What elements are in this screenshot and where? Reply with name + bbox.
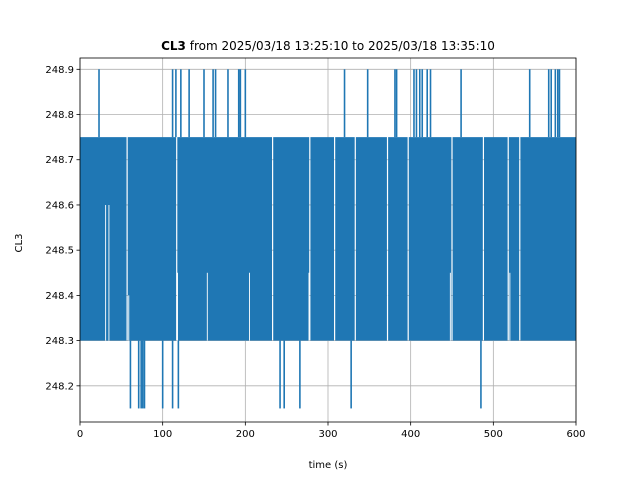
- series-band-segment: [310, 137, 335, 341]
- x-tick-label: 0: [77, 429, 83, 440]
- x-axis-ticks: 0 100 200 300 400 500 600: [77, 422, 586, 440]
- series-band-segment: [335, 137, 355, 341]
- x-tick-label: 100: [153, 429, 172, 440]
- series-band-segment: [452, 137, 483, 341]
- series-band-segment: [388, 137, 408, 341]
- series-band-segment: [273, 137, 310, 341]
- series-band-segment: [177, 137, 273, 341]
- y-tick-label: 248.4: [45, 291, 74, 302]
- y-axis-ticks: 248.2 248.3 248.4 248.5 248.6 248.7 248.8 248.9: [45, 65, 80, 392]
- series-band-segment: [355, 137, 387, 341]
- x-tick-label: 400: [401, 429, 420, 440]
- y-tick-label: 248.3: [45, 336, 74, 347]
- y-axis-label: CL3: [14, 234, 25, 253]
- y-tick-label: 248.5: [45, 246, 74, 257]
- x-axis-label: time (s): [309, 460, 348, 471]
- x-tick-label: 200: [236, 429, 255, 440]
- chart-title: CL3 from 2025/03/18 13:25:10 to 2025/03/…: [161, 39, 495, 53]
- series-band-segment: [127, 137, 177, 341]
- x-tick-label: 300: [318, 429, 337, 440]
- series-band-segment: [408, 137, 452, 341]
- x-tick-label: 600: [566, 429, 585, 440]
- series-band-segment: [484, 137, 508, 341]
- chart-title-rest: from 2025/03/18 13:25:10 to 2025/03/18 1…: [186, 39, 495, 53]
- y-tick-label: 248.2: [45, 381, 74, 392]
- x-tick-label: 500: [484, 429, 503, 440]
- y-tick-label: 248.7: [45, 155, 74, 166]
- y-tick-label: 248.6: [45, 200, 74, 211]
- series-band-segment: [520, 137, 576, 341]
- series-band-segment: [508, 137, 520, 341]
- series-band-segment: [80, 137, 127, 341]
- y-tick-label: 248.8: [45, 110, 74, 121]
- data-series: [80, 69, 576, 409]
- y-tick-label: 248.9: [45, 65, 74, 76]
- chart-title-bold: CL3: [161, 39, 186, 53]
